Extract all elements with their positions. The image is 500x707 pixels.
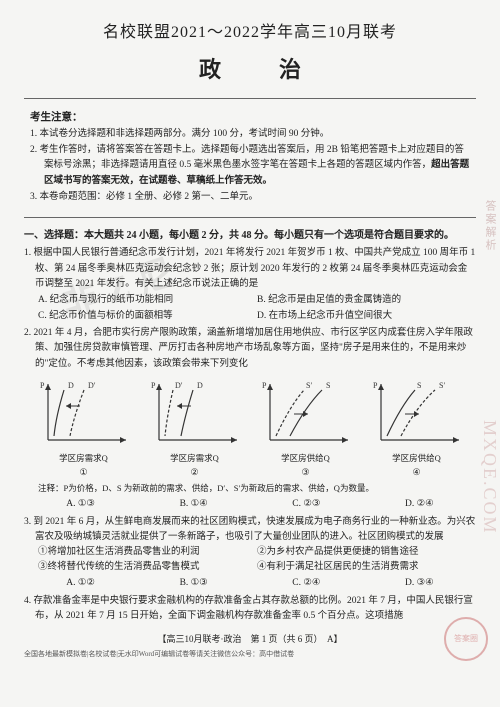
page-footer: 【高三10月联考·政治 第 1 页（共 6 页） A】 bbox=[24, 632, 476, 645]
q3-opt-c: C. ②④ bbox=[292, 576, 320, 591]
q2-chart-2-col: P D′ D 学区房需求Q ② bbox=[145, 376, 245, 480]
q2-charts: P D D′ 学区房需求Q ① P bbox=[24, 376, 476, 480]
q2-chart-3: P S′ S bbox=[256, 376, 356, 454]
q2-chart-1-col: P D D′ 学区房需求Q ① bbox=[34, 376, 134, 480]
svg-text:S: S bbox=[326, 381, 330, 390]
divider-top bbox=[24, 98, 476, 99]
q1-opt-a: A. 纪念币与现行的纸币功能相同 bbox=[38, 293, 257, 308]
q2-legend: 注释：P为价格，D、S 为新政前的需求、供给，D′、S′为新政后的需求、供给，Q… bbox=[24, 482, 476, 496]
q1-options-row2: C. 纪念币价值与标价的面额相等 D. 在市场上纪念币升值空间很大 bbox=[24, 309, 476, 324]
notice-item-1: 1. 本试卷分选择题和非选择题两部分。满分 100 分，考试时间 90 分钟。 bbox=[30, 127, 470, 143]
q2-chart-3-num: ③ bbox=[301, 465, 309, 479]
q2-chart-1: P D D′ bbox=[34, 376, 134, 454]
q4-stem: 4. 存款准备金率是中央银行要求金融机构的存款准备金占其存款总额的比例。2021… bbox=[24, 594, 476, 624]
q3-sub-2: ②为乡村农产品提供更便捷的销售途径 bbox=[257, 545, 476, 560]
svg-text:D′: D′ bbox=[175, 381, 183, 390]
q3-subs: ①将增加社区生活消费品零售业的利润 ②为乡村农产品提供更便捷的销售途径 ③终将替… bbox=[24, 545, 476, 575]
q3-sub-4: ④有利于满足社区居民的生活消费需求 bbox=[257, 560, 476, 575]
svg-text:D: D bbox=[68, 381, 74, 390]
svg-text:S: S bbox=[417, 381, 421, 390]
q2-opt-a: A. ①③ bbox=[66, 497, 95, 512]
notice-title: 考生注意： bbox=[30, 109, 470, 124]
svg-text:S′: S′ bbox=[306, 381, 312, 390]
q2-stem: 2. 2021 年 4 月，合肥市实行房产限购政策，涵盖新增增加居住用地供应、市… bbox=[24, 326, 476, 372]
q2-chart-4-col: P S S′ 学区房供给Q ④ bbox=[367, 376, 467, 480]
notice-item-3: 3. 本卷命题范围：必修 1 全册、必修 2 第一、二单元。 bbox=[30, 190, 470, 206]
q2-chart-1-num: ① bbox=[79, 465, 87, 479]
watermark-side-2: MXQE.COM bbox=[479, 420, 500, 535]
q1-opt-c: C. 纪念币价值与标价的面额相等 bbox=[38, 309, 257, 324]
q2-options: A. ①③ B. ①④ C. ②③ D. ②④ bbox=[24, 497, 476, 512]
svg-text:P: P bbox=[262, 381, 267, 390]
q2-chart-2-num: ② bbox=[190, 465, 198, 479]
question-2: 2. 2021 年 4 月，合肥市实行房产限购政策，涵盖新增增加居住用地供应、市… bbox=[24, 326, 476, 512]
watermark-side-1: 答案解析 bbox=[482, 200, 498, 252]
svg-text:P: P bbox=[373, 381, 378, 390]
footer-note: 全国各地最新模拟卷|名校试卷|无水印Word可编辑试卷等请关注微信公众号：高中借… bbox=[24, 649, 476, 659]
q2-chart-4: P S S′ bbox=[367, 376, 467, 454]
q3-options: A. ①② B. ①③ C. ②④ D. ③④ bbox=[24, 576, 476, 591]
svg-text:D′: D′ bbox=[88, 381, 96, 390]
q2-chart-2: P D′ D bbox=[145, 376, 245, 454]
q3-opt-b: B. ①③ bbox=[180, 576, 208, 591]
svg-text:P: P bbox=[151, 381, 156, 390]
notice-item-2-text: 2. 考生作答时，请将答案答在答题卡上。选择题每小题选出答案后，用 2B 铅笔把… bbox=[30, 145, 464, 171]
q3-opt-a: A. ①② bbox=[66, 576, 95, 591]
question-3: 3. 到 2021 年 6 月，从生鲜电商发展而来的社区团购模式，快速发展成为电… bbox=[24, 515, 476, 592]
svg-text:P: P bbox=[40, 381, 45, 390]
q2-opt-d: D. ②④ bbox=[405, 497, 434, 512]
q1-opt-b: B. 纪念币是由足值的贵金属铸造的 bbox=[257, 293, 476, 308]
q2-opt-b: B. ①④ bbox=[180, 497, 208, 512]
svg-text:D: D bbox=[197, 381, 203, 390]
q3-sub-1: ①将增加社区生活消费品零售业的利润 bbox=[38, 545, 257, 560]
q1-opt-d: D. 在市场上纪念币升值空间很大 bbox=[257, 309, 476, 324]
q1-stem: 1. 根据中国人民银行普通纪念币发行计划，2021 年将发行 2021 年贺岁币… bbox=[24, 246, 476, 292]
notice-box: 考生注意： 1. 本试卷分选择题和非选择题两部分。满分 100 分，考试时间 9… bbox=[30, 109, 470, 205]
q2-chart-4-num: ④ bbox=[412, 465, 420, 479]
question-1: 1. 根据中国人民银行普通纪念币发行计划，2021 年将发行 2021 年贺岁币… bbox=[24, 246, 476, 324]
q2-opt-c: C. ②③ bbox=[292, 497, 320, 512]
q1-options-row1: A. 纪念币与现行的纸币功能相同 B. 纪念币是由足值的贵金属铸造的 bbox=[24, 293, 476, 308]
divider-bottom bbox=[24, 217, 476, 218]
q3-opt-d: D. ③④ bbox=[405, 576, 434, 591]
exam-header: 名校联盟2021～2022学年高三10月联考 bbox=[24, 18, 476, 42]
section-1-title: 一、选择题：本大题共 24 小题，每小题 2 分，共 48 分。每小题只有一个选… bbox=[24, 228, 476, 244]
subject-title: 政 治 bbox=[24, 52, 476, 84]
svg-text:S′: S′ bbox=[439, 381, 445, 390]
question-4: 4. 存款准备金率是中央银行要求金融机构的存款准备金占其存款总额的比例。2021… bbox=[24, 594, 476, 624]
q3-stem: 3. 到 2021 年 6 月，从生鲜电商发展而来的社区团购模式，快速发展成为电… bbox=[24, 515, 476, 545]
notice-item-2: 2. 考生作答时，请将答案答在答题卡上。选择题每小题选出答案后，用 2B 铅笔把… bbox=[30, 143, 470, 190]
q2-chart-3-col: P S′ S 学区房供给Q ③ bbox=[256, 376, 356, 480]
q3-sub-3: ③终将替代传统的生活消费品零售模式 bbox=[38, 560, 257, 575]
